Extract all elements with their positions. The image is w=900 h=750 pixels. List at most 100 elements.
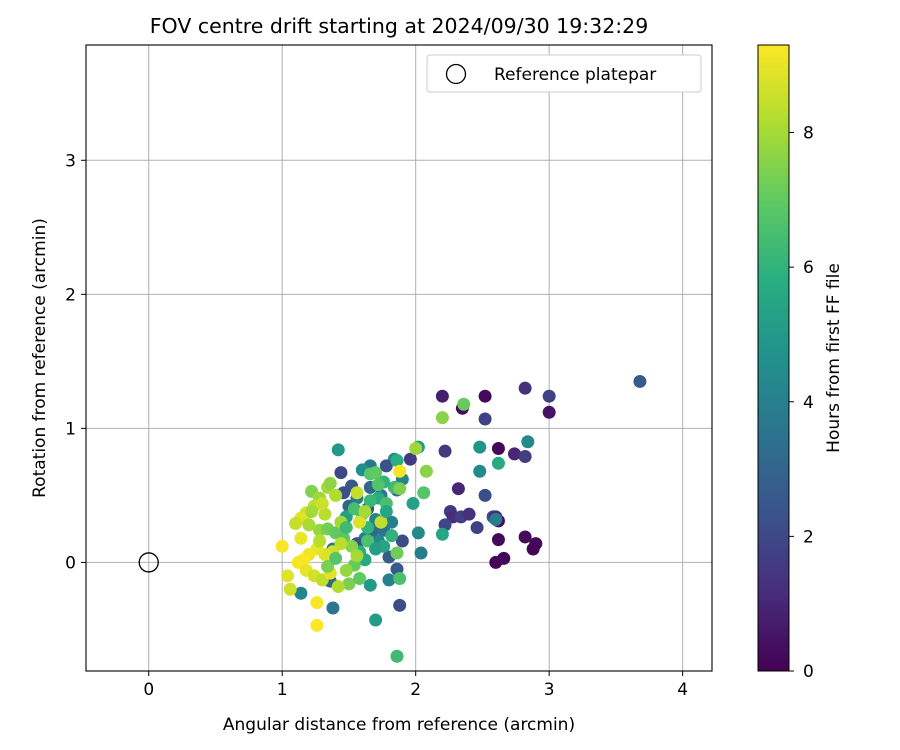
data-point	[470, 521, 484, 535]
data-point	[518, 450, 532, 464]
data-point	[411, 526, 425, 540]
data-point	[497, 551, 511, 565]
data-point	[435, 389, 449, 403]
data-point	[289, 517, 303, 531]
data-point	[315, 496, 329, 510]
data-point	[353, 572, 367, 586]
data-point	[371, 478, 385, 492]
data-point	[369, 542, 383, 556]
data-point	[382, 573, 396, 587]
data-point	[435, 411, 449, 425]
plot-frame	[85, 44, 713, 672]
data-point	[310, 618, 324, 632]
data-point	[542, 405, 556, 419]
data-point	[518, 530, 532, 544]
y-axis-label: Rotation from reference (arcmin)	[30, 218, 50, 498]
y-axis-ticks: 0 1 2 3	[65, 151, 86, 573]
data-point	[342, 577, 356, 591]
x-tick-label: 4	[677, 680, 688, 700]
data-point	[473, 464, 487, 478]
x-tick-label: 0	[143, 680, 154, 700]
data-point	[633, 374, 647, 388]
colorbar-tick-label: 6	[803, 258, 814, 278]
colorbar-tick-label: 0	[803, 662, 814, 682]
data-point	[294, 586, 308, 600]
colorbar-ticks: 0 2 4 6 8	[789, 124, 814, 682]
reference-marker-group	[138, 552, 159, 573]
data-point	[395, 534, 409, 548]
data-point	[318, 507, 332, 521]
data-point	[350, 486, 364, 500]
data-point	[403, 452, 417, 466]
data-point	[334, 537, 348, 551]
data-point	[313, 534, 327, 548]
legend: Reference platepar	[426, 54, 702, 93]
legend-label-reference: Reference platepar	[494, 65, 656, 85]
data-point	[414, 546, 428, 560]
data-point	[419, 464, 433, 478]
x-axis-label: Angular distance from reference (arcmin)	[223, 715, 575, 735]
data-point	[379, 504, 393, 518]
data-point	[390, 454, 404, 468]
data-point	[521, 435, 535, 449]
data-point	[369, 613, 383, 627]
data-points	[275, 374, 647, 663]
data-point	[326, 601, 340, 615]
data-point	[542, 389, 556, 403]
data-point	[478, 488, 492, 502]
data-point	[390, 546, 404, 560]
y-tick-label: 2	[65, 285, 76, 305]
data-point	[393, 464, 407, 478]
data-point	[358, 504, 372, 518]
data-point	[417, 486, 431, 500]
x-tick-label: 2	[410, 680, 421, 700]
data-point	[491, 441, 505, 455]
data-point	[350, 549, 364, 563]
data-point	[385, 529, 399, 543]
data-point	[491, 456, 505, 470]
data-point	[478, 412, 492, 426]
y-tick-label: 3	[65, 151, 76, 171]
data-point	[393, 598, 407, 612]
colorbar: 0 2 4 6 8 Hours from first FF file	[757, 44, 844, 682]
data-point	[462, 507, 476, 521]
data-point	[390, 649, 404, 663]
grid	[86, 45, 712, 671]
data-point	[294, 531, 308, 545]
data-point	[275, 539, 289, 553]
colorbar-label: Hours from first FF file	[824, 263, 844, 453]
data-point	[518, 381, 532, 395]
data-point	[363, 578, 377, 592]
y-tick-label: 0	[65, 553, 76, 573]
colorbar-tick-label: 8	[803, 124, 814, 144]
data-point	[305, 504, 319, 518]
data-point	[451, 482, 465, 496]
data-point	[323, 476, 337, 490]
data-point	[393, 572, 407, 586]
y-tick-label: 1	[65, 419, 76, 439]
x-axis-ticks: 0 1 2 3 4	[143, 671, 688, 700]
data-point	[369, 466, 383, 480]
data-point	[491, 533, 505, 547]
data-point	[473, 440, 487, 454]
data-point	[281, 569, 295, 583]
data-point	[334, 466, 348, 480]
x-tick-label: 3	[544, 680, 555, 700]
data-point	[409, 441, 423, 455]
data-point	[329, 488, 343, 502]
x-tick-label: 1	[277, 680, 288, 700]
data-point	[393, 482, 407, 496]
legend-box	[426, 54, 702, 93]
colorbar-tick-label: 2	[803, 527, 814, 547]
data-point	[526, 542, 540, 556]
data-point	[331, 443, 345, 457]
colorbar-tick-label: 4	[803, 393, 814, 413]
data-point	[374, 515, 388, 529]
data-point	[353, 515, 367, 529]
legend-marker-reference	[445, 63, 467, 85]
data-point	[361, 534, 375, 548]
data-point	[329, 551, 343, 565]
data-point	[339, 563, 353, 577]
data-point	[331, 580, 345, 594]
